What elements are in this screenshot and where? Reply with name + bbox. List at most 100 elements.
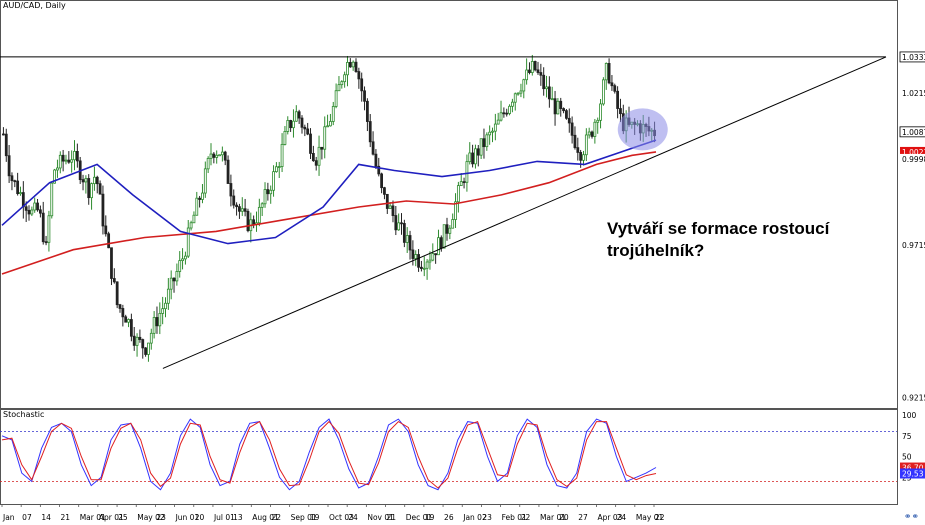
candle-body (439, 237, 443, 249)
candle-body (397, 222, 401, 231)
x-tick-label: 20 (195, 513, 205, 522)
candle-body (528, 69, 531, 73)
candle-body (50, 182, 54, 217)
candle-body (161, 308, 165, 314)
candle-body (462, 181, 466, 184)
candle-body (70, 159, 74, 163)
candle-body (135, 336, 139, 346)
candle-body (189, 222, 193, 229)
candle-body (317, 146, 321, 166)
candle-body (547, 86, 551, 100)
candle-body (10, 175, 14, 182)
x-tick-label: Oct 03 (329, 513, 354, 522)
candle-body (323, 126, 327, 150)
stochastic-series-d (1, 420, 657, 489)
candle-body (53, 169, 56, 184)
x-tick-label: May 02 (137, 513, 165, 522)
x-tick-label: 27 (578, 513, 588, 522)
candle-body (149, 332, 153, 344)
candle-body (294, 111, 298, 122)
price-tick-label: 1.0215 (902, 89, 925, 98)
candle-body (269, 189, 273, 195)
candle-body (422, 267, 426, 270)
price-tick-label: 1.0087 (902, 128, 925, 137)
candle-body (377, 165, 381, 175)
candle-body (147, 342, 150, 355)
x-tick-label: Jul 01 (213, 513, 235, 522)
candle-body (488, 131, 492, 136)
candle-body (417, 254, 420, 268)
sma-slow-line (1, 151, 657, 275)
candle-body (203, 168, 207, 194)
x-tick-label: 22 (521, 513, 531, 522)
candle-body (485, 134, 489, 148)
candle-body (348, 62, 352, 68)
candle-body (27, 209, 31, 215)
candle-body (434, 253, 438, 256)
candle-body (138, 336, 142, 340)
price-tick-label: 1.0021 (902, 148, 925, 157)
candle-body (178, 260, 182, 272)
stochastic-badge-box (900, 468, 925, 479)
candle-body (240, 208, 244, 212)
candle-body (360, 78, 364, 92)
candle-body (513, 93, 517, 103)
stochastic-value-label: 29.53 (902, 469, 924, 478)
candle-body (550, 98, 554, 101)
price-badge-box (900, 146, 925, 157)
candle-body (257, 206, 261, 224)
x-tick-label: Mar 01 (80, 513, 106, 522)
candle-body (346, 62, 349, 76)
candle-body (420, 266, 423, 269)
price-badge-box (899, 126, 925, 138)
candle-body (374, 153, 378, 167)
candle-body (107, 233, 111, 249)
candle-body (388, 205, 392, 209)
candle-body (619, 108, 622, 115)
candle-body (539, 72, 543, 76)
candle-body (238, 206, 241, 212)
stochastic-label: Stochastic (2, 410, 46, 419)
candle-body (326, 125, 329, 128)
candle-body (124, 316, 128, 323)
candle-body (283, 131, 287, 145)
candle-body (158, 313, 162, 327)
candle-body (266, 189, 270, 195)
x-tick-label: Dec 01 (406, 513, 433, 522)
candle-body (309, 133, 312, 154)
candle-body (58, 154, 62, 169)
candles-group (2, 54, 656, 362)
candle-body (445, 224, 449, 234)
link-icon[interactable]: ⚭⚭ (903, 511, 919, 521)
candle-body (357, 71, 361, 80)
candle-body (499, 112, 503, 121)
candle-body (385, 193, 389, 209)
candle-body (33, 202, 37, 211)
candle-body (212, 153, 216, 158)
candle-body (371, 141, 375, 155)
candle-body (542, 74, 546, 90)
candle-body (582, 154, 585, 161)
candle-body (565, 110, 568, 119)
candle-body (38, 209, 42, 214)
stochastic-tick-label: 75 (902, 432, 912, 441)
x-tick-label: 24 (617, 513, 627, 522)
candle-body (121, 308, 125, 318)
candle-body (383, 187, 386, 195)
candle-body (380, 173, 383, 189)
candle-body (505, 112, 509, 115)
candle-body (115, 281, 119, 306)
candle-body (181, 258, 184, 261)
x-tick-label: 14 (41, 513, 51, 522)
candle-body (87, 178, 91, 199)
candle-body (195, 197, 199, 216)
candle-body (275, 166, 278, 173)
candle-body (522, 79, 526, 92)
candle-body (530, 61, 534, 73)
candle-body (511, 101, 514, 107)
candle-body (67, 159, 71, 163)
candle-body (351, 61, 355, 68)
stochastic-tick-label: 100 (902, 411, 917, 420)
candle-body (604, 63, 608, 81)
candle-body (206, 157, 210, 170)
